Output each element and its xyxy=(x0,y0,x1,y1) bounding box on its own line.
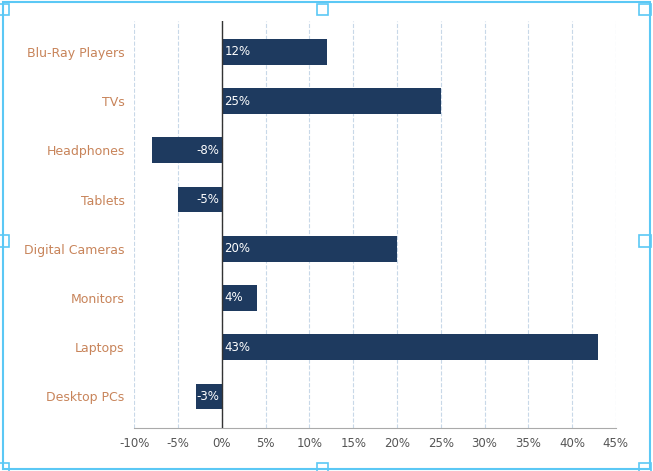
Text: -3%: -3% xyxy=(197,390,219,403)
Text: 12%: 12% xyxy=(225,45,251,58)
Bar xyxy=(222,236,397,261)
Bar xyxy=(178,187,222,212)
Text: -5%: -5% xyxy=(197,193,219,206)
Bar xyxy=(222,39,327,65)
Bar xyxy=(222,88,441,114)
Text: 4%: 4% xyxy=(225,292,243,304)
Bar xyxy=(152,138,222,163)
Text: 43%: 43% xyxy=(225,341,251,354)
Text: -8%: -8% xyxy=(197,144,219,157)
Bar xyxy=(222,285,257,311)
Bar xyxy=(196,384,222,409)
Text: 20%: 20% xyxy=(225,242,251,255)
Text: 25%: 25% xyxy=(225,95,251,107)
Bar xyxy=(222,334,598,360)
